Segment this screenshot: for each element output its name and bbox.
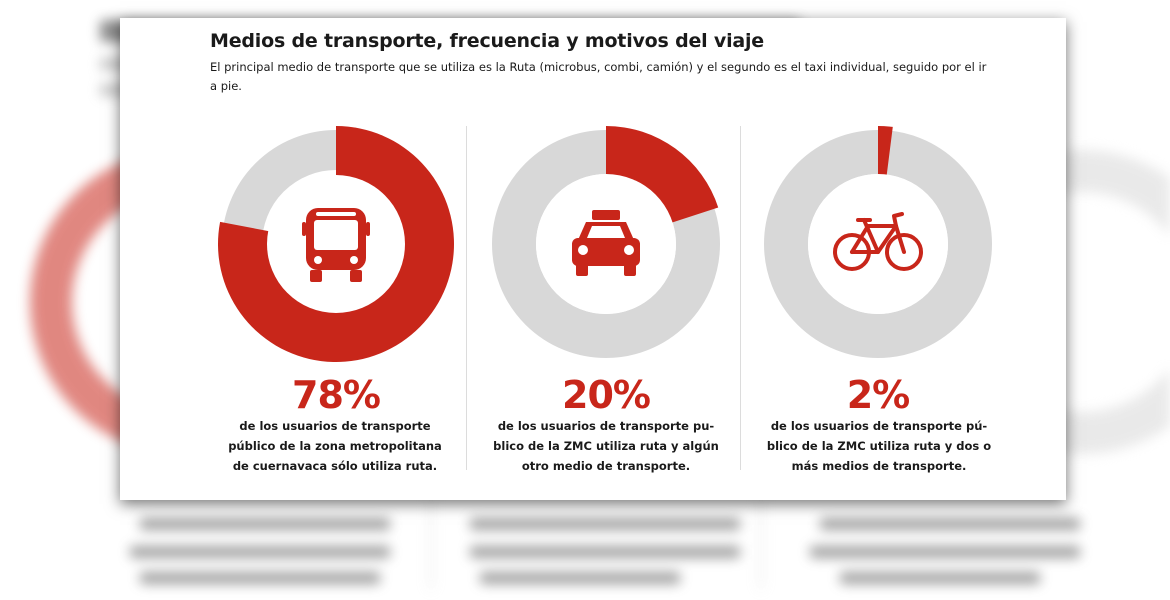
donut-chart-taxi: [492, 126, 720, 358]
column-divider: [740, 126, 741, 470]
chart-title: Medios de transporte, frecuencia y motiv…: [210, 30, 764, 52]
donut-chart-bus: [218, 126, 454, 362]
donut-slice: [878, 126, 893, 179]
stat-value-bus: 78%: [292, 373, 381, 417]
infographic-card: Medios de transporte, frecuencia y motiv…: [120, 18, 1066, 500]
chart-subtitle: El principal medio de transporte que se …: [210, 60, 987, 93]
stat-description-bus: de los usuarios de transporte público de…: [228, 419, 442, 473]
stat-value-bicycle: 2%: [846, 373, 911, 417]
bus-icon: [302, 208, 370, 282]
donut-chart-bicycle: [764, 126, 992, 358]
donut-slice: [218, 126, 454, 362]
donut-slice: [606, 126, 719, 224]
bicycle-icon: [833, 212, 923, 271]
column-divider: [466, 126, 467, 470]
stat-description-taxi: de los usuarios de transporte pu- blico …: [493, 419, 719, 473]
taxi-icon: [572, 210, 640, 276]
donut-hole: [808, 174, 948, 314]
stat-value-taxi: 20%: [562, 373, 651, 417]
stat-description-bicycle: de los usuarios de transporte pú- blico …: [766, 419, 992, 473]
